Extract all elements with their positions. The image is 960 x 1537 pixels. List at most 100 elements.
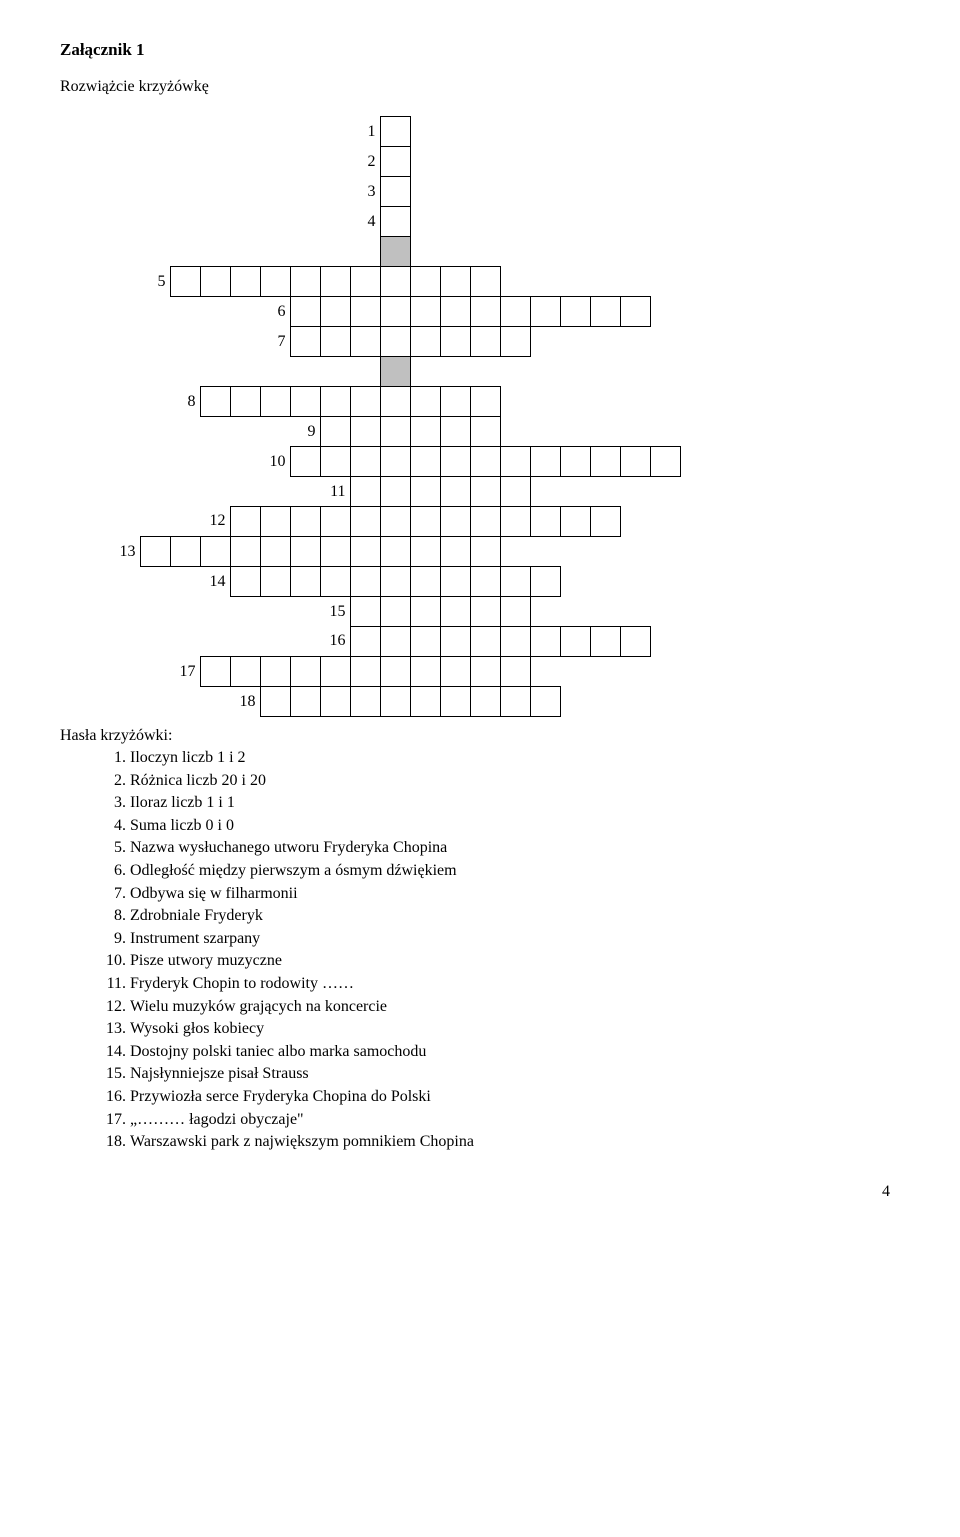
crossword-cell bbox=[200, 387, 230, 417]
crossword-cell bbox=[350, 447, 380, 477]
crossword-cell bbox=[380, 567, 410, 597]
clue-item: „……… łagodzi obyczaje" bbox=[130, 1109, 900, 1131]
crossword-cell bbox=[320, 507, 350, 537]
crossword-cell bbox=[410, 507, 440, 537]
crossword-cell bbox=[260, 267, 290, 297]
crossword-cell bbox=[290, 387, 320, 417]
crossword-cell bbox=[380, 627, 410, 657]
crossword-cell bbox=[440, 657, 470, 687]
crossword-cell bbox=[440, 417, 470, 447]
crossword-cell bbox=[290, 447, 320, 477]
crossword-cell bbox=[320, 687, 350, 717]
crossword-cell bbox=[290, 537, 320, 567]
row-number: 11 bbox=[320, 477, 350, 507]
crossword-cell bbox=[200, 267, 230, 297]
crossword-cell bbox=[500, 627, 530, 657]
crossword-cell bbox=[350, 417, 380, 447]
crossword-cell bbox=[320, 417, 350, 447]
crossword-cell bbox=[440, 597, 470, 627]
crossword-cell bbox=[530, 297, 560, 327]
crossword-cell bbox=[350, 597, 380, 627]
crossword-cell bbox=[440, 267, 470, 297]
crossword-cell bbox=[230, 507, 260, 537]
crossword-cell bbox=[440, 537, 470, 567]
crossword-cell bbox=[620, 447, 650, 477]
crossword-cell bbox=[380, 597, 410, 627]
row-number: 9 bbox=[290, 417, 320, 447]
crossword-cell bbox=[470, 267, 500, 297]
crossword-cell bbox=[350, 387, 380, 417]
clue-item: Iloczyn liczb 1 i 2 bbox=[130, 747, 900, 769]
crossword-cell bbox=[530, 507, 560, 537]
crossword-cell bbox=[470, 597, 500, 627]
attachment-title: Załącznik 1 bbox=[60, 40, 900, 60]
clue-item: Przywiozła serce Fryderyka Chopina do Po… bbox=[130, 1086, 900, 1108]
row-number: 15 bbox=[320, 597, 350, 627]
crossword-cell bbox=[380, 327, 410, 357]
crossword-cell bbox=[470, 627, 500, 657]
crossword-cell bbox=[470, 327, 500, 357]
crossword-cell bbox=[350, 297, 380, 327]
crossword-cell bbox=[350, 327, 380, 357]
crossword-cell bbox=[260, 507, 290, 537]
crossword-cell bbox=[380, 387, 410, 417]
row-number: 2 bbox=[350, 147, 380, 177]
crossword-cell bbox=[470, 417, 500, 447]
crossword-cell bbox=[290, 327, 320, 357]
crossword-cell bbox=[500, 567, 530, 597]
crossword-cell bbox=[500, 657, 530, 687]
crossword-cell bbox=[260, 657, 290, 687]
clue-item: Odbywa się w filharmonii bbox=[130, 883, 900, 905]
crossword-cell bbox=[500, 477, 530, 507]
clue-item: Różnica liczb 20 i 20 bbox=[130, 770, 900, 792]
clues-header: Hasła krzyżówki: bbox=[60, 727, 900, 745]
crossword-cell bbox=[410, 567, 440, 597]
crossword-cell bbox=[380, 417, 410, 447]
row-number: 1 bbox=[350, 117, 380, 147]
crossword-cell bbox=[440, 507, 470, 537]
page-number: 4 bbox=[60, 1183, 900, 1201]
crossword-cell bbox=[500, 447, 530, 477]
crossword-cell bbox=[440, 447, 470, 477]
crossword-cell bbox=[500, 687, 530, 717]
crossword-cell bbox=[380, 687, 410, 717]
crossword-cell bbox=[590, 447, 620, 477]
crossword-cell bbox=[260, 567, 290, 597]
crossword-cell bbox=[200, 657, 230, 687]
crossword-grid-container: 123456789101112131415161718 bbox=[80, 116, 900, 717]
crossword-cell bbox=[470, 387, 500, 417]
crossword-cell bbox=[350, 477, 380, 507]
instruction-text: Rozwiążcie krzyżówkę bbox=[60, 78, 900, 96]
crossword-cell bbox=[290, 687, 320, 717]
crossword-cell bbox=[410, 537, 440, 567]
crossword-cell bbox=[320, 567, 350, 597]
row-number: 3 bbox=[350, 177, 380, 207]
crossword-cell bbox=[380, 477, 410, 507]
crossword-cell bbox=[230, 537, 260, 567]
clue-item: Wielu muzyków grających na koncercie bbox=[130, 996, 900, 1018]
crossword-cell bbox=[380, 297, 410, 327]
crossword-cell bbox=[410, 267, 440, 297]
crossword-cell bbox=[620, 297, 650, 327]
row-number: 8 bbox=[170, 387, 200, 417]
crossword-cell bbox=[320, 537, 350, 567]
crossword-cell bbox=[560, 297, 590, 327]
clue-item: Iloraz liczb 1 i 1 bbox=[130, 792, 900, 814]
crossword-cell bbox=[620, 627, 650, 657]
crossword-cell bbox=[440, 477, 470, 507]
crossword-cell bbox=[410, 597, 440, 627]
crossword-cell bbox=[410, 327, 440, 357]
clue-item: Odległość między pierwszym a ósmym dźwię… bbox=[130, 860, 900, 882]
crossword-cell-shaded bbox=[380, 237, 410, 267]
crossword-cell bbox=[410, 687, 440, 717]
clues-list: Iloczyn liczb 1 i 2Różnica liczb 20 i 20… bbox=[60, 747, 900, 1153]
crossword-cell bbox=[500, 597, 530, 627]
crossword-cell bbox=[470, 537, 500, 567]
crossword-cell bbox=[380, 657, 410, 687]
crossword-cell bbox=[290, 507, 320, 537]
crossword-cell bbox=[500, 327, 530, 357]
row-number: 5 bbox=[140, 267, 170, 297]
crossword-cell bbox=[320, 267, 350, 297]
row-number: 6 bbox=[260, 297, 290, 327]
crossword-cell bbox=[470, 477, 500, 507]
